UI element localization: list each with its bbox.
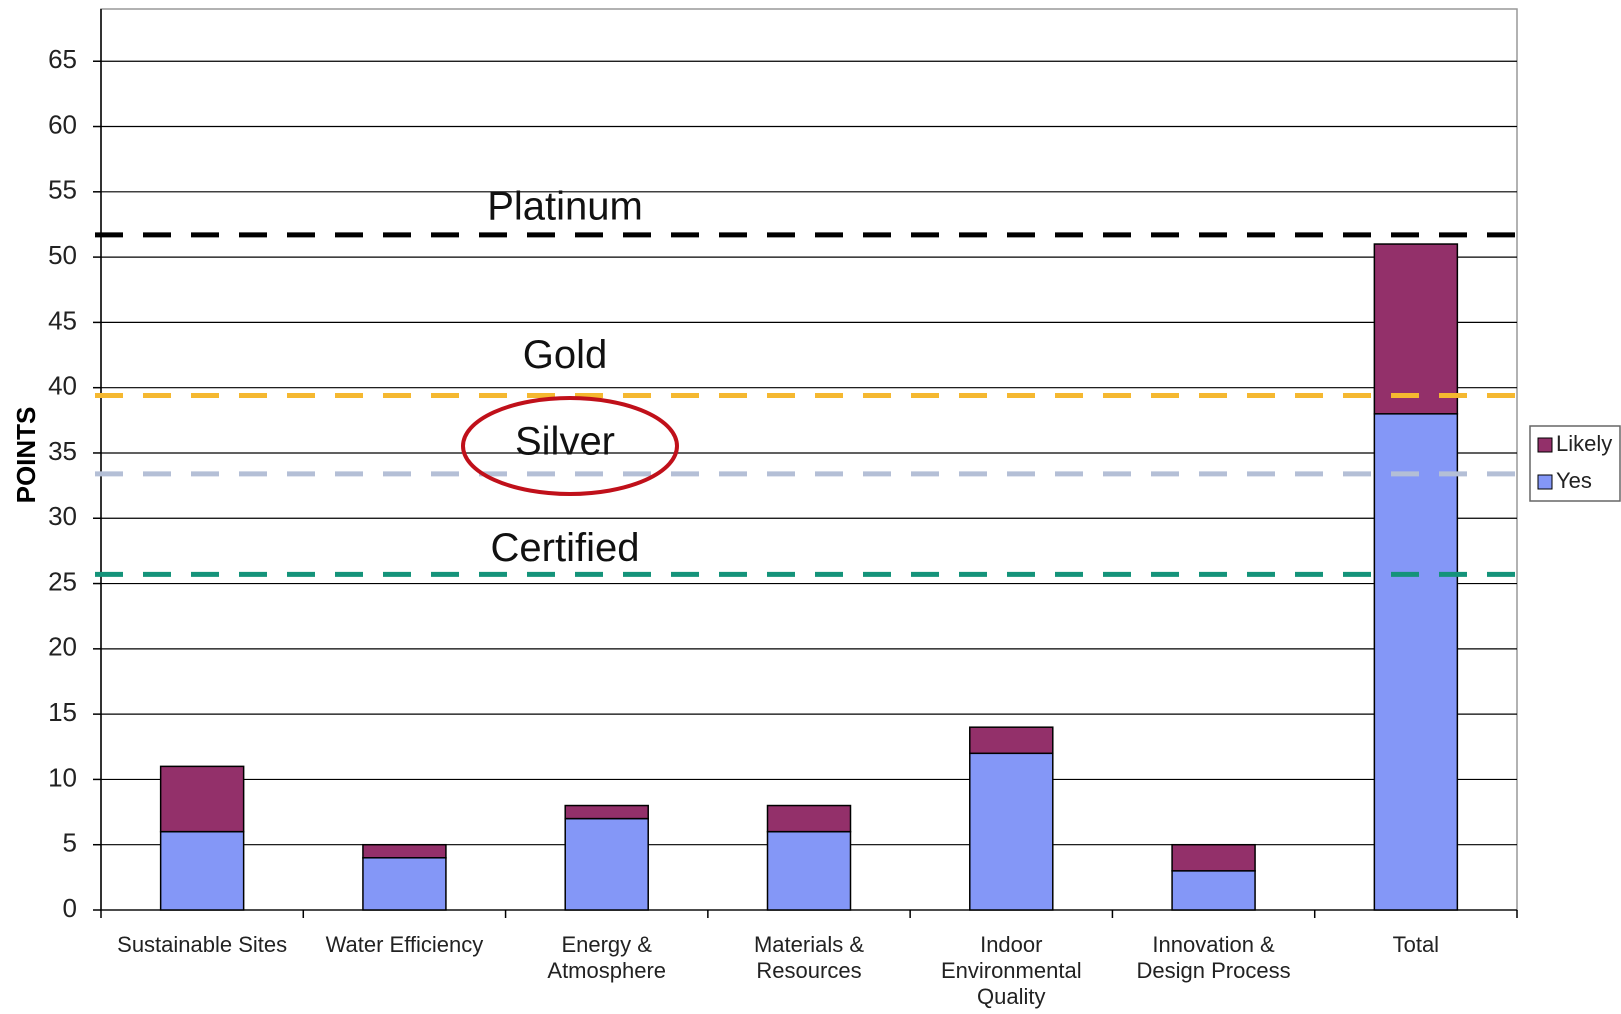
bar-segment <box>1171 843 1256 872</box>
bar-segment <box>564 804 649 820</box>
y-axis-label: POINTS <box>11 407 41 504</box>
y-tick-label: 50 <box>48 240 77 270</box>
reference-label: Platinum <box>487 184 643 228</box>
reference-label: Gold <box>523 333 608 377</box>
plot-frame <box>100 8 1518 911</box>
y-tick-label: 30 <box>48 501 77 531</box>
x-tick-label: Indoor Environmental Quality <box>940 932 1082 1009</box>
bar-segment <box>159 830 245 911</box>
y-tick-label: 55 <box>48 175 77 205</box>
bar-segment <box>159 765 245 833</box>
bar-segment <box>969 752 1054 911</box>
highlight-ellipse <box>461 396 679 496</box>
x-tick-label: Total <box>1392 932 1440 957</box>
legend-label: Yes <box>1556 468 1592 493</box>
y-tick-label: 0 <box>63 893 77 923</box>
bar-segment <box>1373 413 1459 911</box>
y-tick-label: 40 <box>48 371 77 401</box>
y-tick-label: 25 <box>48 566 77 596</box>
y-tick-label: 35 <box>48 436 77 466</box>
bar-segment <box>766 804 852 833</box>
legend: Likely Yes <box>1529 425 1621 502</box>
reference-label: Silver <box>515 419 615 463</box>
x-tick-label: Sustainable Sites <box>117 932 288 957</box>
x-tick-label: Materials & Resources <box>753 932 865 983</box>
bar-segment <box>766 830 852 911</box>
y-tick-label: 5 <box>63 828 77 858</box>
bar-segment <box>564 817 649 911</box>
y-tick-label: 10 <box>48 762 77 792</box>
bar-segment <box>1171 870 1256 911</box>
x-tick-label: Water Efficiency <box>325 932 484 957</box>
y-tick-label: 60 <box>48 109 77 139</box>
x-tick-label: Energy & Atmosphere <box>547 932 667 983</box>
x-tick-label: Innovation & Design Process <box>1136 932 1291 983</box>
legend-swatch <box>1537 474 1553 490</box>
legend-label: Likely <box>1556 431 1612 456</box>
bar-segment <box>362 857 447 911</box>
y-tick-label: 45 <box>48 305 77 335</box>
y-tick-label: 65 <box>48 44 77 74</box>
y-tick-label: 20 <box>48 632 77 662</box>
bar-segment <box>362 843 447 859</box>
bar-segment <box>1373 243 1459 415</box>
bar-segment <box>969 726 1054 755</box>
y-tick-label: 15 <box>48 697 77 727</box>
reference-label: Certified <box>491 526 640 570</box>
legend-swatch <box>1537 437 1553 453</box>
